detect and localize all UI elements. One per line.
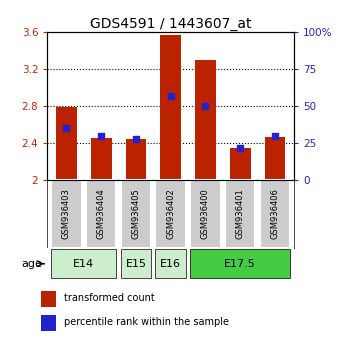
Text: E15: E15 <box>125 259 146 269</box>
Text: transformed count: transformed count <box>64 293 155 303</box>
Bar <box>91 138 112 180</box>
Text: E16: E16 <box>160 259 181 269</box>
Text: GSM936400: GSM936400 <box>201 189 210 239</box>
Bar <box>121 180 151 248</box>
Bar <box>155 180 186 248</box>
Point <box>238 145 243 150</box>
Text: percentile rank within the sample: percentile rank within the sample <box>64 317 229 327</box>
Bar <box>160 35 181 180</box>
Bar <box>260 180 290 248</box>
Point <box>203 103 208 109</box>
Bar <box>51 180 82 248</box>
Point <box>98 133 104 139</box>
Bar <box>155 250 186 278</box>
Text: E17.5: E17.5 <box>224 259 256 269</box>
Bar <box>41 291 56 307</box>
Bar <box>125 139 146 180</box>
Point <box>133 136 139 142</box>
Point <box>168 93 173 98</box>
Bar <box>41 315 56 331</box>
Text: age: age <box>21 259 42 269</box>
Bar <box>190 250 290 278</box>
Bar <box>86 180 117 248</box>
Text: GSM936401: GSM936401 <box>236 189 245 239</box>
Bar <box>230 148 250 180</box>
Bar <box>56 107 77 180</box>
Bar <box>190 180 221 248</box>
Text: GSM936403: GSM936403 <box>62 189 71 240</box>
Bar <box>225 180 256 248</box>
Bar <box>121 250 151 278</box>
Text: GSM936402: GSM936402 <box>166 189 175 239</box>
Text: GSM936406: GSM936406 <box>270 189 280 240</box>
Title: GDS4591 / 1443607_at: GDS4591 / 1443607_at <box>90 17 251 31</box>
Point <box>64 126 69 131</box>
Bar <box>265 137 285 180</box>
Text: GSM936404: GSM936404 <box>97 189 106 239</box>
Bar <box>51 250 117 278</box>
Text: GSM936405: GSM936405 <box>131 189 140 239</box>
Bar <box>195 60 216 180</box>
Point <box>272 133 277 139</box>
Text: E14: E14 <box>73 259 94 269</box>
